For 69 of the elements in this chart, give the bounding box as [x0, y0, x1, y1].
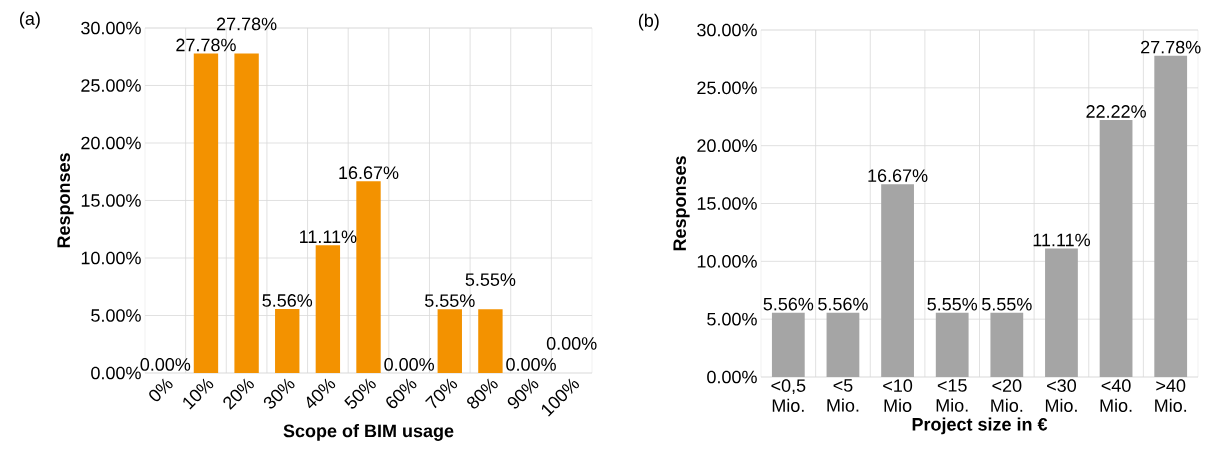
x-tick-label: 0% — [149, 378, 173, 402]
bar — [990, 312, 1024, 377]
data-label: 5.55% — [465, 273, 516, 286]
chart-title: (b) — [638, 13, 659, 31]
x-tick-label: <20 Mio. — [991, 379, 1023, 412]
data-label: 27.78% — [176, 38, 236, 52]
y-tick-label: 0.00% — [707, 370, 757, 384]
bar — [437, 309, 462, 373]
data-label: 0.00% — [140, 358, 191, 371]
data-label: 5.55% — [424, 294, 475, 307]
bar — [315, 245, 341, 373]
y-tick-label: 25.00% — [697, 81, 757, 95]
x-tick-label: 40% — [306, 378, 336, 409]
x-tick-label: 50% — [344, 378, 376, 409]
x-tick-label: 70% — [425, 378, 458, 409]
y-tick-label: 30.00% — [697, 23, 757, 37]
bar — [478, 309, 503, 373]
bar — [234, 53, 259, 373]
data-label: 5.55% — [982, 297, 1032, 311]
x-tick-label: <30 Mio. — [1045, 379, 1077, 412]
bar — [826, 312, 860, 377]
data-label: 27.78% — [1141, 40, 1201, 54]
x-tick-label: >40 Mio. — [1155, 379, 1187, 412]
data-label: 5.56% — [818, 297, 868, 311]
bar — [356, 181, 381, 373]
data-label: 0.00% — [546, 337, 597, 350]
data-label: 5.56% — [763, 297, 814, 311]
x-tick-label: 80% — [467, 378, 498, 409]
x-tick-label: <15 Mio. — [936, 379, 968, 412]
x-axis-title: Scope of BIM usage — [283, 424, 454, 441]
y-tick-label: 15.00% — [81, 194, 141, 207]
x-tick-label: 90% — [507, 378, 539, 409]
data-label: 5.55% — [927, 297, 978, 311]
y-axis-title: Responses — [673, 156, 690, 251]
x-tick-label: <10 Mio — [883, 379, 913, 412]
data-label: 0.00% — [506, 358, 556, 371]
bar — [1154, 55, 1188, 377]
y-tick-label: 15.00% — [697, 197, 757, 210]
data-label: 0.00% — [384, 358, 435, 371]
y-tick-label: 10.00% — [81, 251, 141, 265]
x-tick-label: <40 Mio. — [1100, 379, 1132, 412]
y-tick-label: 0.00% — [91, 366, 141, 380]
y-tick-label: 25.00% — [81, 79, 141, 92]
bar — [1045, 248, 1078, 377]
y-tick-label: 10.00% — [697, 254, 757, 268]
bar — [771, 312, 805, 377]
data-label: 16.67% — [339, 166, 399, 180]
data-label: 22.22% — [1086, 105, 1146, 118]
bar — [1099, 119, 1133, 377]
x-tick-label: 30% — [263, 378, 295, 409]
y-tick-label: 20.00% — [81, 136, 141, 150]
bar — [881, 184, 914, 377]
y-tick-label: 30.00% — [81, 21, 141, 35]
y-tick-label: 5.00% — [91, 309, 141, 322]
data-label: 11.11% — [1033, 233, 1090, 247]
x-tick-label: <5 Mio. — [827, 379, 859, 412]
bar — [935, 312, 969, 377]
bar — [193, 53, 219, 373]
x-axis-title: Project size in € — [912, 417, 1048, 435]
chart-title: (a) — [20, 11, 40, 29]
bar — [275, 309, 300, 373]
data-label: 5.56% — [262, 294, 313, 307]
x-tick-label: 60% — [386, 378, 417, 409]
x-tick-label: <0,5 Mio. — [771, 379, 806, 412]
y-axis-title: Responses — [57, 153, 74, 248]
data-label: 27.78% — [216, 17, 277, 31]
data-label: 16.67% — [868, 169, 928, 182]
y-tick-label: 5.00% — [707, 312, 757, 326]
y-tick-label: 20.00% — [697, 139, 757, 153]
